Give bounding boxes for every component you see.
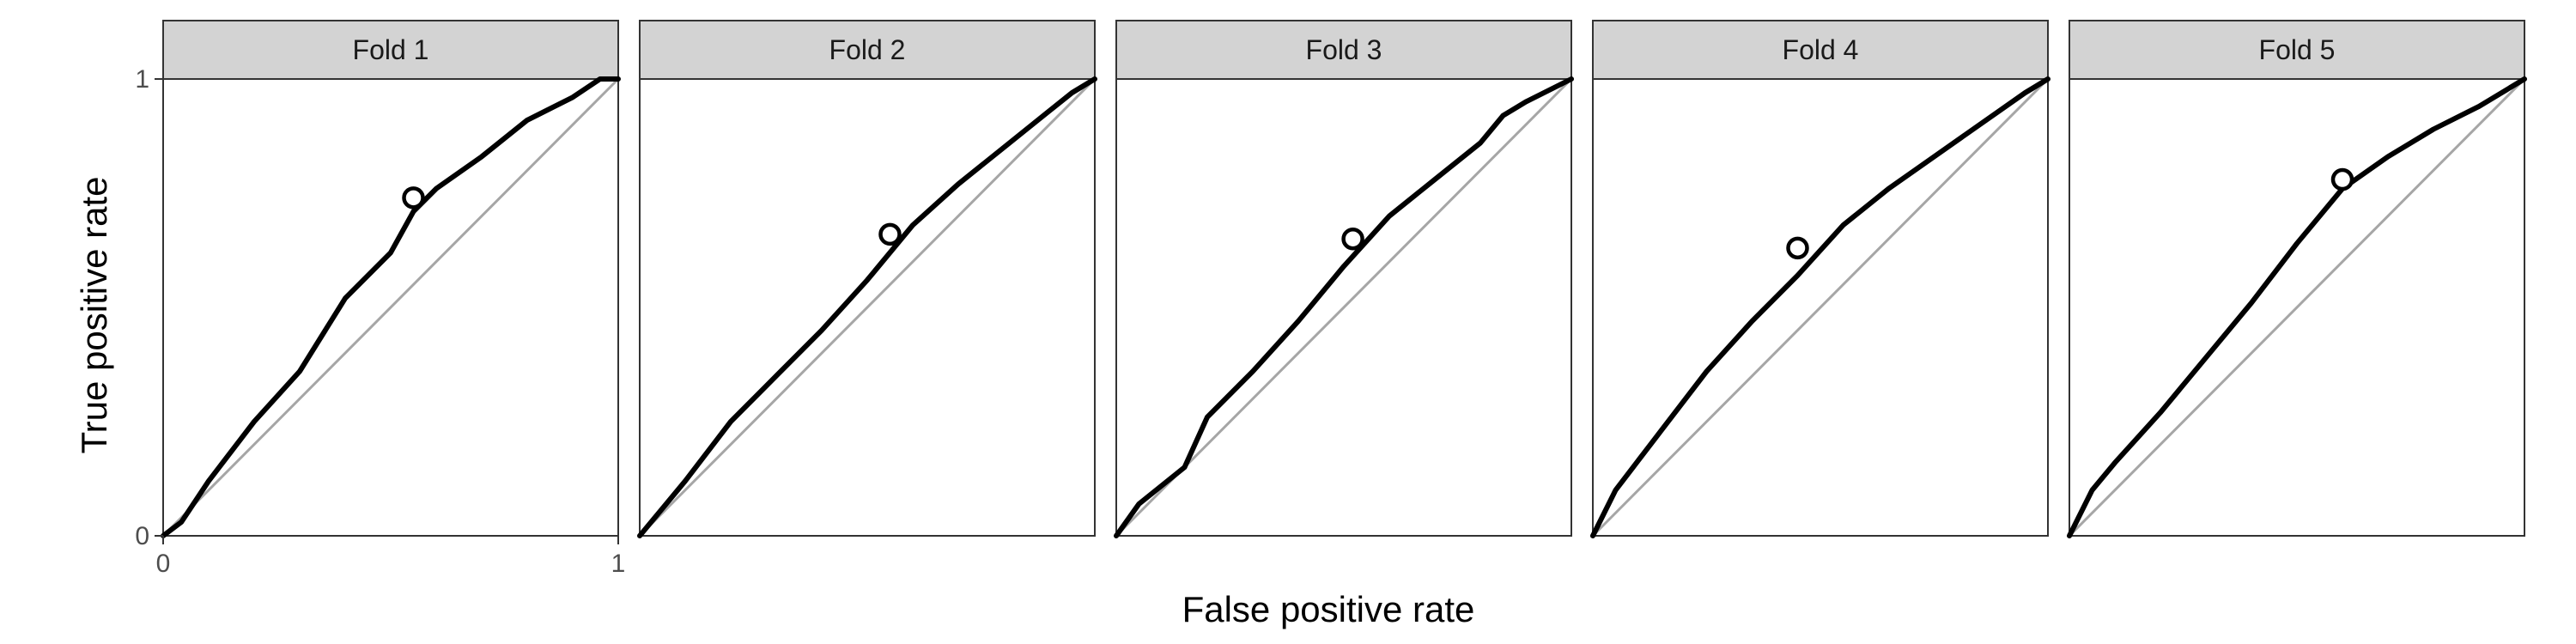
strip-label: Fold 5 <box>2259 34 2336 65</box>
strip-background <box>1592 20 2049 80</box>
x-axis-title: False positive rate <box>1182 589 1475 629</box>
x-tick-label: 0 <box>156 550 171 578</box>
strip-label: Fold 3 <box>1306 34 1382 65</box>
threshold-point <box>1786 236 1809 260</box>
x-tick-label: 1 <box>611 550 626 578</box>
strip-label: Fold 4 <box>1783 34 1859 65</box>
roc-curve <box>1590 76 2050 538</box>
panel-4: Fold 4 <box>1590 20 2050 538</box>
threshold-point <box>878 222 902 246</box>
reference-diagonal <box>1115 77 1573 538</box>
y-tick-label: 1 <box>135 65 149 94</box>
reference-diagonal <box>1591 77 2050 538</box>
reference-diagonal <box>2068 77 2526 538</box>
roc-curve <box>2067 76 2527 538</box>
roc-curve <box>637 76 1097 538</box>
strip-background <box>639 20 1096 80</box>
panel-3: Fold 3 <box>1114 20 1574 538</box>
threshold-point <box>2330 167 2354 191</box>
reference-diagonal <box>638 77 1097 538</box>
panel-5: Fold 5 <box>2067 20 2527 538</box>
roc-curve <box>1114 76 1574 538</box>
panels-layer: Fold 1 Fold 2 Fold 3 Fold 4 Fold 5 0 1 0 1 <box>135 20 2527 578</box>
panel-1: Fold 1 <box>161 20 621 538</box>
y-tick-label: 0 <box>135 522 149 550</box>
strip-background <box>1115 20 1572 80</box>
roc-curve <box>161 76 621 538</box>
reference-diagonal <box>161 77 620 538</box>
strip-label: Fold 1 <box>353 34 429 65</box>
panel-2: Fold 2 <box>637 20 1097 538</box>
threshold-point <box>402 186 425 210</box>
y-axis-title: True positive rate <box>74 177 114 454</box>
strip-label: Fold 2 <box>829 34 906 65</box>
threshold-point <box>1341 227 1364 251</box>
strip-background <box>162 20 619 80</box>
